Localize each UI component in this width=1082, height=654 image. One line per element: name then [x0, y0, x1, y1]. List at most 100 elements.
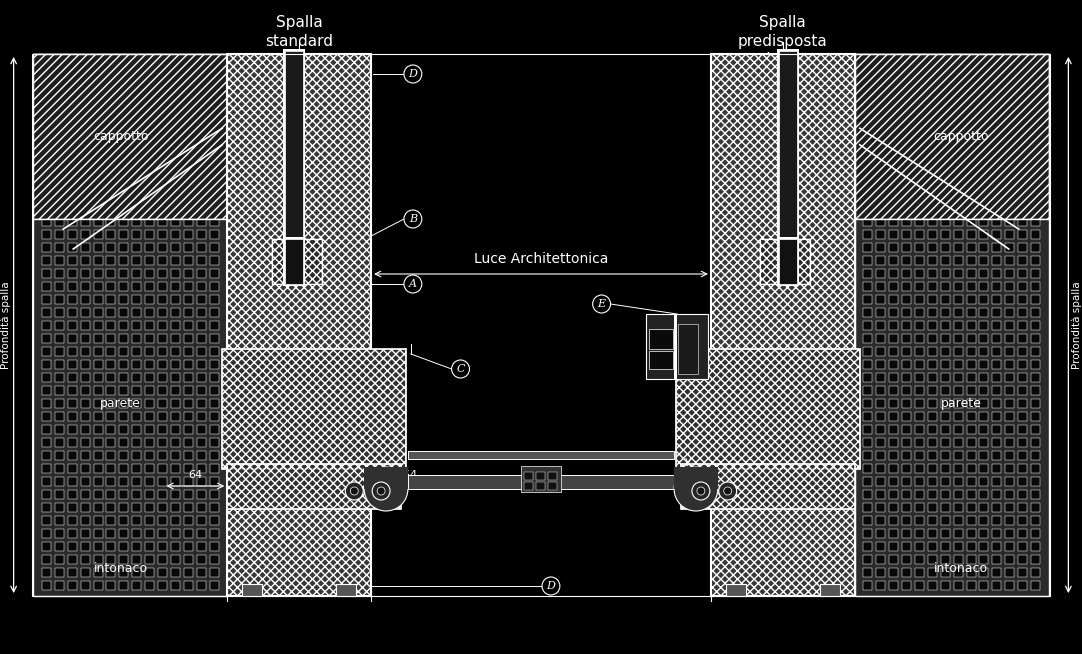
Bar [197, 581, 206, 589]
Bar [184, 269, 193, 277]
Bar [119, 542, 129, 551]
Bar [171, 347, 180, 356]
Bar [42, 165, 51, 173]
Bar [536, 472, 545, 480]
Bar [184, 139, 193, 148]
Bar [145, 230, 154, 239]
Bar [953, 243, 963, 252]
Bar [902, 112, 911, 122]
Bar [966, 73, 976, 82]
Bar [81, 230, 90, 239]
Bar [1031, 438, 1040, 447]
Bar [915, 216, 924, 226]
Bar [966, 139, 976, 148]
Bar [889, 502, 898, 511]
Bar [42, 347, 51, 356]
Bar [171, 373, 180, 381]
Bar [184, 464, 193, 472]
Bar [1005, 126, 1014, 135]
Bar [68, 502, 77, 511]
Bar [132, 320, 142, 330]
Bar [158, 307, 167, 317]
Bar [992, 73, 1001, 82]
Bar [992, 86, 1001, 95]
Bar [889, 73, 898, 82]
Bar [158, 528, 167, 538]
Bar [902, 177, 911, 186]
Bar [145, 451, 154, 460]
Bar [1018, 86, 1027, 95]
Bar [1005, 528, 1014, 538]
Bar [902, 126, 911, 135]
Bar [1018, 256, 1027, 264]
Bar [210, 489, 219, 498]
Bar [863, 347, 872, 356]
Bar [197, 477, 206, 485]
Bar [889, 464, 898, 472]
Bar [55, 438, 64, 447]
Bar [876, 568, 885, 576]
Bar [902, 464, 911, 472]
Bar [966, 86, 976, 95]
Bar [171, 542, 180, 551]
Bar [915, 542, 924, 551]
Bar [171, 165, 180, 173]
Bar [119, 256, 129, 264]
Bar [145, 398, 154, 407]
Bar [1005, 555, 1014, 564]
Bar [726, 584, 745, 596]
Bar [855, 54, 1048, 219]
Bar [42, 438, 51, 447]
Bar [940, 177, 950, 186]
Bar [1005, 477, 1014, 485]
Bar [158, 269, 167, 277]
Bar [915, 515, 924, 525]
Bar [93, 61, 103, 69]
Bar [158, 515, 167, 525]
Circle shape [724, 487, 731, 495]
Bar [55, 489, 64, 498]
Bar [953, 542, 963, 551]
Bar [132, 112, 142, 122]
Bar [68, 294, 77, 303]
Bar [55, 373, 64, 381]
Bar [940, 451, 950, 460]
Bar [992, 555, 1001, 564]
Bar [145, 464, 154, 472]
Bar [889, 139, 898, 148]
Bar [68, 568, 77, 576]
Bar [81, 451, 90, 460]
Bar [119, 230, 129, 239]
Bar [171, 385, 180, 394]
Bar [992, 320, 1001, 330]
Bar [55, 320, 64, 330]
Circle shape [404, 275, 422, 293]
Bar [106, 489, 116, 498]
Bar [992, 243, 1001, 252]
Bar [1018, 334, 1027, 343]
Bar [928, 269, 937, 277]
Bar [42, 281, 51, 290]
Bar [876, 152, 885, 160]
Circle shape [365, 467, 408, 511]
Circle shape [451, 360, 470, 378]
Circle shape [593, 295, 610, 313]
Bar [184, 243, 193, 252]
Bar [979, 347, 989, 356]
Bar [966, 152, 976, 160]
Bar [171, 112, 180, 122]
Bar [42, 216, 51, 226]
Bar [145, 477, 154, 485]
Bar [928, 477, 937, 485]
Bar [132, 568, 142, 576]
Bar [171, 424, 180, 434]
Bar [55, 502, 64, 511]
Bar [145, 73, 154, 82]
Bar [197, 269, 206, 277]
Bar [106, 360, 116, 368]
Circle shape [372, 482, 390, 500]
Bar [119, 347, 129, 356]
Bar [953, 61, 963, 69]
Bar [953, 112, 963, 122]
Bar [93, 398, 103, 407]
